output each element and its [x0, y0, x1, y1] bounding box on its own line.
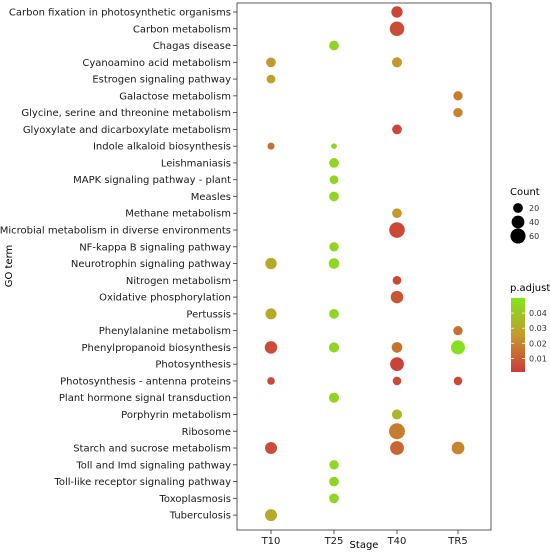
- point-neurotrophin-signaling-pathway-t25: [328, 258, 340, 269]
- point-oxidative-phosphorylation-t40: [390, 290, 404, 304]
- point-indole-alkaloid-biosynthesis-t25: [331, 143, 337, 149]
- point-phenylpropanoid-biosynthesis-t25: [328, 342, 340, 353]
- point-starch-and-sucrose-metabolism-t10: [265, 442, 277, 454]
- point-estrogen-signaling-pathway-t10: [266, 74, 276, 84]
- y-axis-title: GO term: [4, 245, 15, 288]
- point-nf-kappa-b-signaling-pathway-t25: [329, 242, 339, 252]
- color-legend-label-0-02: 0.02: [529, 339, 547, 348]
- y-tick-label-toll-and-imd-signaling-pathway: Toll and Imd signaling pathway: [75, 460, 231, 471]
- plot-panel: [236, 2, 492, 531]
- y-tick-label-nitrogen-metabolism: Nitrogen metabolism: [126, 276, 231, 287]
- point-photosynthesis-antenna-proteins-t40: [392, 376, 402, 386]
- y-tick-label-measles: Measles: [191, 192, 231, 203]
- y-tick-label-pertussis: Pertussis: [186, 309, 231, 320]
- point-nitrogen-metabolism-t40: [392, 275, 402, 285]
- point-microbial-metabolism-in-diverse-environments-t40: [389, 222, 405, 238]
- x-tick-label-t40: T40: [387, 536, 407, 547]
- y-tick-label-estrogen-signaling-pathway: Estrogen signaling pathway: [92, 75, 231, 86]
- y-tick-label-carbon-fixation-in-photosynthetic-organisms: Carbon fixation in photosynthetic organi…: [9, 8, 231, 19]
- y-tick-label-toll-like-receptor-signaling-pathway: Toll-like receptor signaling pathway: [53, 477, 231, 488]
- data-points: [264, 6, 465, 522]
- y-tick-label-chagas-disease: Chagas disease: [153, 41, 231, 52]
- x-axis-title: Stage: [350, 540, 379, 551]
- y-tick-label-mapk-signaling-pathway-plant: MAPK signaling pathway - plant: [73, 175, 231, 186]
- point-chagas-disease-t25: [329, 40, 339, 51]
- point-carbon-fixation-in-photosynthetic-organisms-t40: [391, 6, 403, 18]
- point-phenylpropanoid-biosynthesis-t40: [391, 342, 403, 353]
- x-tick-label-t25: T25: [324, 536, 344, 547]
- size-legend-dot-40: [511, 215, 525, 229]
- point-ribosome-t40: [389, 423, 405, 440]
- size-legend-dot-20: [513, 203, 523, 213]
- y-tick-label-neurotrophin-signaling-pathway: Neurotrophin signaling pathway: [71, 259, 231, 270]
- point-tuberculosis-t10: [265, 509, 277, 522]
- point-toll-like-receptor-signaling-pathway-t25: [329, 476, 339, 487]
- point-carbon-metabolism-t40: [389, 21, 405, 37]
- point-photosynthesis-t40: [390, 357, 404, 372]
- point-neurotrophin-signaling-pathway-t10: [265, 257, 277, 270]
- point-phenylalanine-metabolism-tr5: [453, 325, 463, 336]
- color-legend-title: p.adjust: [510, 283, 550, 294]
- point-pertussis-t10: [265, 308, 277, 320]
- point-toxoplasmosis-t25: [329, 493, 339, 504]
- point-pertussis-t25: [329, 308, 339, 319]
- point-porphyrin-metabolism-t40: [391, 409, 403, 420]
- x-tick-label-tr5: TR5: [447, 536, 467, 547]
- y-tick-label-starch-and-sucrose-metabolism: Starch and sucrose metabolism: [73, 444, 231, 455]
- x-axis: T10 T25 T40 TR5: [261, 530, 468, 547]
- y-tick-label-glyoxylate-and-dicarboxylate-metabolism: Glyoxylate and dicarboxylate metabolism: [23, 125, 231, 136]
- point-measles-t25: [329, 191, 339, 202]
- y-tick-label-methane-metabolism: Methane metabolism: [125, 209, 231, 220]
- y-tick-label-carbon-metabolism: Carbon metabolism: [133, 24, 231, 35]
- y-tick-label-phenylpropanoid-biosynthesis: Phenylpropanoid biosynthesis: [82, 343, 231, 354]
- point-starch-and-sucrose-metabolism-t40: [390, 441, 404, 455]
- y-tick-label-photosynthesis: Photosynthesis: [155, 360, 231, 371]
- y-tick-label-photosynthesis-antenna-proteins: Photosynthesis - antenna proteins: [60, 376, 231, 387]
- point-phenylpropanoid-biosynthesis-tr5: [451, 340, 465, 355]
- color-legend-label-0-03: 0.03: [529, 324, 547, 333]
- y-tick-label-leishmaniasis: Leishmaniasis: [161, 158, 231, 169]
- point-mapk-signaling-pathway-plant-t25: [329, 175, 339, 185]
- y-tick-label-microbial-metabolism-in-diverse-environments: Microbial metabolism in diverse environm…: [0, 226, 231, 237]
- point-cyanoamino-acid-metabolism-t40: [391, 57, 403, 68]
- y-tick-label-cyanoamino-acid-metabolism: Cyanoamino acid metabolism: [82, 58, 231, 69]
- point-glycine-serine-and-threonine-metabolism-tr5: [453, 107, 463, 118]
- color-legend-label-0-01: 0.01: [529, 354, 547, 363]
- point-glyoxylate-and-dicarboxylate-metabolism-t40: [392, 124, 402, 135]
- point-toll-and-imd-signaling-pathway-t25: [329, 460, 339, 470]
- point-cyanoamino-acid-metabolism-t10: [266, 57, 276, 68]
- y-tick-label-toxoplasmosis: Toxoplasmosis: [159, 494, 231, 505]
- y-tick-label-oxidative-phosphorylation: Oxidative phosphorylation: [99, 293, 231, 304]
- size-legend-label-40: 40: [529, 218, 539, 227]
- point-photosynthesis-antenna-proteins-tr5: [453, 376, 463, 386]
- size-legend-title: Count: [510, 187, 540, 198]
- point-phenylpropanoid-biosynthesis-t10: [264, 341, 278, 354]
- size-legend-label-60: 60: [529, 232, 539, 241]
- point-methane-metabolism-t40: [392, 208, 402, 219]
- point-galactose-metabolism-tr5: [453, 91, 463, 101]
- color-legend-label-0-04: 0.04: [529, 309, 547, 318]
- color-legend: p.adjust 0.04 0.03 0.02 0.01: [510, 283, 550, 372]
- point-leishmaniasis-t25: [329, 158, 339, 168]
- y-tick-label-ribosome: Ribosome: [182, 427, 231, 438]
- y-tick-label-phenylalanine-metabolism: Phenylalanine metabolism: [99, 326, 231, 337]
- point-photosynthesis-antenna-proteins-t10: [267, 377, 275, 385]
- y-tick-label-plant-hormone-signal-transduction: Plant hormone signal transduction: [59, 393, 231, 404]
- y-tick-label-galactose-metabolism: Galactose metabolism: [119, 91, 231, 102]
- color-bar: [511, 298, 525, 372]
- point-starch-and-sucrose-metabolism-tr5: [451, 441, 465, 455]
- y-tick-label-tuberculosis: Tuberculosis: [169, 511, 231, 522]
- point-indole-alkaloid-biosynthesis-t10: [267, 142, 275, 150]
- y-tick-label-indole-alkaloid-biosynthesis: Indole alkaloid biosynthesis: [93, 142, 231, 153]
- y-tick-label-nf-kappa-b-signaling-pathway: NF-kappa B signaling pathway: [79, 242, 231, 253]
- y-axis: Carbon fixation in photosynthetic organi…: [0, 8, 237, 522]
- y-tick-label-porphyrin-metabolism: Porphyrin metabolism: [121, 410, 231, 421]
- size-legend: Count 20 40 60: [510, 187, 540, 244]
- x-tick-label-t10: T10: [261, 536, 281, 547]
- size-legend-label-20: 20: [529, 204, 539, 213]
- y-tick-label-glycine-serine-and-threonine-metabolism: Glycine, serine and threonine metabolism: [21, 108, 231, 119]
- size-legend-dot-60: [510, 228, 526, 244]
- point-plant-hormone-signal-transduction-t25: [328, 392, 340, 403]
